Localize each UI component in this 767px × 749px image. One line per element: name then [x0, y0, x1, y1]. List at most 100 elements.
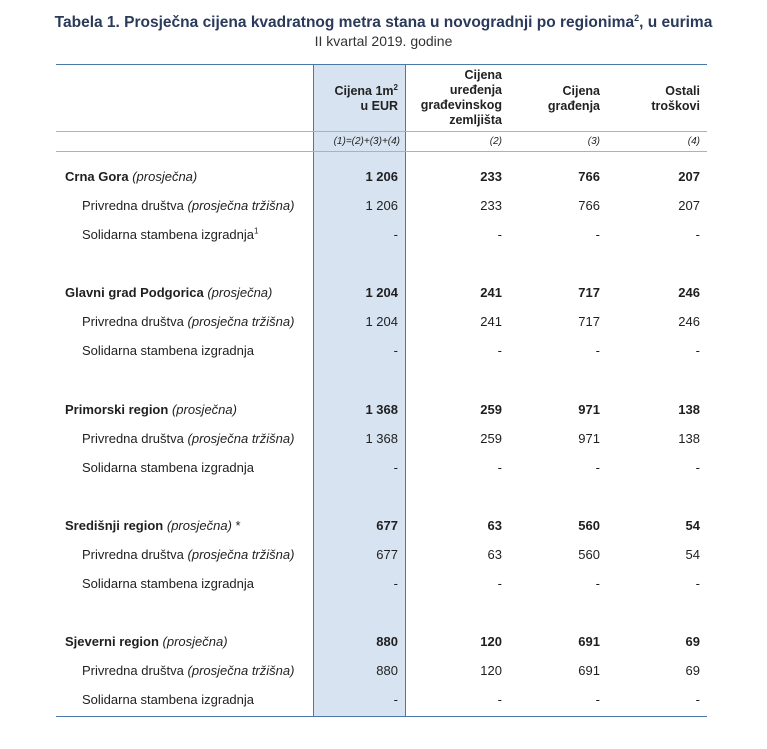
cell-land: 63: [487, 518, 502, 533]
row-label: Privredna društva (prosječna tržišna): [82, 663, 295, 678]
header-price-per-m2: Cijena 1m2 u EUR: [318, 82, 399, 114]
header-other-costs: Ostali troškovi: [620, 84, 700, 114]
table-row-sub: Solidarna stambena izgradnja - - - -: [0, 576, 767, 596]
row-label: Solidarna stambena izgradnja: [82, 692, 254, 707]
table-row-sub: Privredna društva (prosječna tržišna) 67…: [0, 547, 767, 567]
cell-land: 241: [480, 285, 502, 300]
cell-construction: 560: [578, 547, 600, 562]
table-row-sub: Privredna društva (prosječna tržišna) 1 …: [0, 198, 767, 218]
header-col1-line2: u EUR: [360, 99, 399, 113]
cell-land: 63: [487, 547, 502, 562]
cell-land: 259: [480, 402, 502, 417]
header-col4-line1: Ostali: [665, 84, 700, 98]
row-label: Središnji region (prosječna) *: [65, 518, 241, 533]
highlighted-column: [313, 65, 406, 717]
table-row-sub: Solidarna stambena izgradnja - - - -: [0, 460, 767, 480]
cell-price: -: [393, 227, 398, 242]
cell-land: 259: [480, 431, 502, 446]
cell-construction: -: [595, 692, 600, 707]
formula-rule: [56, 151, 707, 152]
cell-land: -: [497, 692, 502, 707]
row-label: Solidarna stambena izgradnja: [82, 343, 254, 358]
cell-other: 207: [678, 198, 700, 213]
row-label: Solidarna stambena izgradnja: [82, 460, 254, 475]
table-top-rule: [56, 64, 707, 65]
formula-col2: (2): [489, 136, 502, 147]
cell-land: -: [497, 460, 502, 475]
cell-construction: 766: [578, 169, 600, 184]
cell-price: 880: [376, 663, 398, 678]
cell-construction: 691: [578, 663, 600, 678]
table-row-sub: Solidarna stambena izgradnja - - - -: [0, 692, 767, 712]
cell-land: -: [497, 343, 502, 358]
cell-price: -: [393, 460, 398, 475]
cell-price: 1 204: [365, 314, 398, 329]
row-label: Primorski region (prosječna): [65, 402, 237, 417]
cell-other: -: [695, 227, 700, 242]
cell-price: -: [393, 576, 398, 591]
cell-price: 1 368: [365, 402, 398, 417]
header-col1-sup: 2: [393, 82, 398, 92]
table-row-sub: Privredna društva (prosječna tržišna) 1 …: [0, 431, 767, 451]
cell-price: 677: [376, 547, 398, 562]
cell-other: -: [695, 343, 700, 358]
header-col4-line2: troškovi: [651, 99, 700, 113]
table-bottom-rule: [56, 716, 707, 717]
formula-col1: (1)=(2)+(3)+(4): [333, 136, 400, 147]
cell-construction: -: [595, 343, 600, 358]
cell-other: 69: [685, 634, 700, 649]
cell-price: 677: [376, 518, 398, 533]
cell-other: 207: [678, 169, 700, 184]
cell-construction: 971: [578, 431, 600, 446]
table-title: Tabela 1. Prosječna cijena kvadratnog me…: [0, 12, 767, 32]
table-row-sub: Privredna društva (prosječna tržišna) 88…: [0, 663, 767, 683]
cell-price: 1 206: [365, 169, 398, 184]
formula-col3: (3): [587, 136, 600, 147]
cell-construction: -: [595, 227, 600, 242]
cell-other: -: [695, 576, 700, 591]
header-construction-price: Cijena građenja: [520, 84, 600, 114]
cell-other: -: [695, 460, 700, 475]
title-text: Tabela 1. Prosječna cijena kvadratnog me…: [54, 14, 635, 31]
cell-other: 246: [678, 314, 700, 329]
header-col2-line4: zemljišta: [449, 113, 502, 127]
header-land-development: Cijena uređenja građevinskog zemljišta: [412, 68, 502, 128]
cell-land: 233: [480, 198, 502, 213]
cell-construction: 717: [578, 314, 600, 329]
row-label: Crna Gora (prosječna): [65, 169, 198, 184]
cell-construction: 717: [578, 285, 600, 300]
cell-other: 69: [685, 663, 700, 678]
cell-other: 138: [678, 431, 700, 446]
header-col2-line2: uređenja: [449, 83, 502, 97]
table-subtitle: II kvartal 2019. godine: [314, 33, 453, 49]
title-footnote-marker: 2: [634, 12, 640, 23]
cell-land: 233: [480, 169, 502, 184]
table-row-region: Sjeverni region (prosječna) 880 120 691 …: [0, 634, 767, 654]
table-row-region: Primorski region (prosječna) 1 368 259 9…: [0, 402, 767, 422]
cell-price: -: [393, 343, 398, 358]
row-label: Solidarna stambena izgradnja1: [82, 226, 259, 242]
header-rule: [56, 131, 707, 132]
row-label: Privredna društva (prosječna tržišna): [82, 431, 295, 446]
cell-land: 241: [480, 314, 502, 329]
header-col1-line1: Cijena 1m: [334, 84, 394, 98]
row-label: Privredna društva (prosječna tržišna): [82, 198, 295, 213]
row-label: Privredna društva (prosječna tržišna): [82, 547, 295, 562]
cell-other: -: [695, 692, 700, 707]
cell-price: 1 206: [365, 198, 398, 213]
cell-construction: 560: [578, 518, 600, 533]
cell-land: 120: [480, 663, 502, 678]
title-suffix: , u eurima: [639, 14, 713, 31]
header-col3-line1: Cijena: [562, 84, 600, 98]
table-row-region: Središnji region (prosječna) * 677 63 56…: [0, 518, 767, 538]
row-label: Glavni grad Podgorica (prosječna): [65, 285, 273, 300]
formula-col4: (4): [687, 136, 700, 147]
cell-price: -: [393, 692, 398, 707]
table-row-region: Glavni grad Podgorica (prosječna) 1 204 …: [0, 285, 767, 305]
cell-other: 138: [678, 402, 700, 417]
table-row-sub: Solidarna stambena izgradnja - - - -: [0, 343, 767, 363]
cell-construction: -: [595, 460, 600, 475]
table-row-sub: Privredna društva (prosječna tržišna) 1 …: [0, 314, 767, 334]
cell-construction: 691: [578, 634, 600, 649]
cell-price: 1 368: [365, 431, 398, 446]
